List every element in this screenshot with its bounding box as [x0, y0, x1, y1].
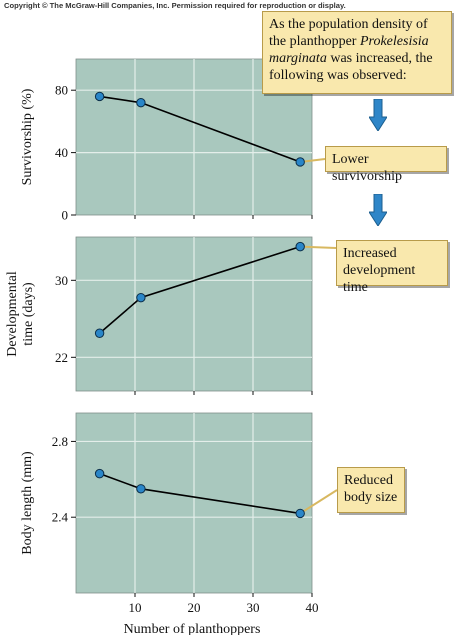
callout-connector: [300, 245, 337, 249]
data-point: [136, 97, 146, 108]
down-arrow-icon: [369, 99, 387, 131]
y-tick-label: 40: [55, 145, 68, 160]
y-tick-label: 80: [55, 83, 68, 98]
callout-development-line-1: Increased: [343, 246, 397, 261]
callout-body-line-2: body size: [344, 490, 398, 505]
callout-survivorship-text: Lower survivorship: [332, 152, 402, 184]
x-axis-label: Number of planthoppers: [124, 622, 261, 635]
genus-name: Prokelesisia: [359, 34, 429, 49]
callout-survivorship: Lower survivorship: [325, 146, 447, 184]
chart-panel-3: 2.4 2.8 Body length (mm) 10 20 30 40 Number of …: [20, 412, 338, 635]
intro-line-4: following was observed:: [269, 68, 407, 83]
data-point: [295, 508, 305, 519]
intro-line-3-suffix: was increased, the: [326, 51, 433, 66]
chart-panel-2: 22 30 Developmental time (days): [5, 236, 337, 395]
y-tick-label: 2.4: [52, 510, 69, 525]
y-tick-label: 30: [55, 273, 68, 288]
callout-connector: [299, 489, 338, 515]
callout-body-size: Reduced body size: [337, 467, 405, 513]
data-point: [295, 157, 305, 167]
down-arrow-icon: [369, 194, 387, 226]
data-point: [94, 328, 105, 338]
y-axis-label: Survivorship (%): [20, 88, 35, 185]
data-point: [94, 468, 105, 479]
callout-development: Increased development time: [336, 240, 448, 295]
y-axis-label: Body length (mm): [20, 451, 35, 555]
y-tick-label: 2.8: [52, 434, 68, 449]
data-point: [295, 241, 305, 252]
y-axis-label: time (days): [21, 282, 36, 346]
y-tick-label: 22: [55, 350, 68, 365]
species-name: marginata: [269, 51, 327, 66]
intro-line-3-wrap: marginata was increased, the: [269, 50, 445, 67]
copyright-notice: Copyright © The McGraw-Hill Companies, I…: [4, 1, 346, 10]
x-tick-label: 30: [247, 600, 260, 615]
y-tick-label: 0: [62, 208, 69, 223]
x-tick-label: 40: [306, 600, 319, 615]
intro-callout: As the population density of the plantho…: [262, 11, 452, 94]
data-point: [136, 292, 146, 303]
data-point: [94, 91, 105, 102]
intro-line-1: As the population density of: [269, 17, 428, 32]
x-tick-label: 20: [188, 600, 201, 615]
callout-development-line-2: development time: [343, 263, 416, 295]
x-tick-label: 10: [129, 600, 142, 615]
data-point: [136, 484, 146, 494]
y-axis-label: Developmental: [5, 271, 20, 357]
intro-line-2-prefix: the planthopper: [269, 34, 360, 49]
intro-line-2-wrap: the planthopper Prokelesisia: [269, 33, 445, 50]
callout-body-line-1: Reduced: [344, 473, 393, 488]
